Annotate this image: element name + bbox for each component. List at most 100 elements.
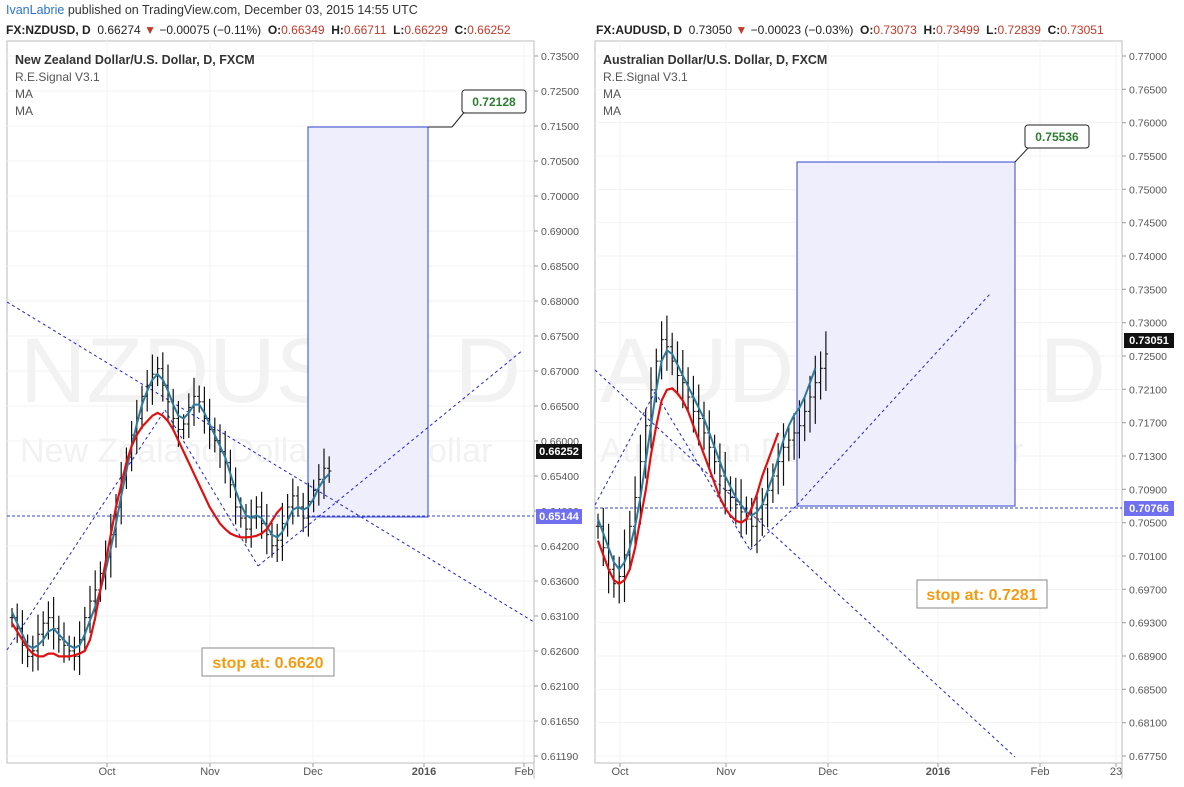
down-arrow-icon: ▼ bbox=[735, 23, 748, 37]
author-link[interactable]: IvanLabrie bbox=[6, 3, 65, 17]
current-price-tag bbox=[1124, 333, 1174, 348]
close-value: 0.66252 bbox=[467, 23, 511, 37]
indicator-label[interactable]: MA bbox=[603, 104, 621, 118]
stop-note[interactable] bbox=[916, 579, 1048, 609]
y-tick-label: 0.63100 bbox=[541, 611, 579, 623]
y-tick-label: 0.67000 bbox=[541, 366, 579, 378]
time-axis[interactable]: Oct Nov Dec 2016 Feb bbox=[98, 763, 533, 778]
target-callout[interactable] bbox=[1024, 124, 1090, 149]
stop-label: stop at: 0.7281 bbox=[926, 587, 1037, 604]
y-tick-label: 0.74500 bbox=[1129, 218, 1167, 230]
y-tick-label: 0.76500 bbox=[1129, 84, 1167, 96]
chart-title: New Zealand Dollar/U.S. Dollar, D, FXCM bbox=[15, 53, 255, 67]
x-tick-label: Oct bbox=[98, 766, 115, 778]
trendline[interactable] bbox=[6, 301, 535, 623]
y-tick-label: 0.72100 bbox=[1129, 384, 1167, 396]
y-tick-label: 0.75000 bbox=[1129, 184, 1167, 196]
entry-price-tag bbox=[536, 509, 582, 524]
y-tick-label: 0.68900 bbox=[1129, 651, 1167, 663]
y-tick-label: 0.77000 bbox=[1129, 51, 1167, 63]
target-box[interactable] bbox=[307, 126, 429, 518]
nzdusd-panel[interactable]: NZDUSD, D New Zealand Dollar/U.S. Dollar… bbox=[6, 40, 582, 779]
target-callout[interactable] bbox=[461, 89, 527, 114]
y-tick-label: 0.73000 bbox=[1129, 318, 1167, 330]
price-change: −0.00075 (−0.11%) bbox=[159, 23, 262, 37]
indicator-label[interactable]: R.E.Signal V3.1 bbox=[15, 70, 100, 84]
time-axis[interactable]: Oct Nov Dec 2016 Feb 23 bbox=[611, 763, 1122, 778]
x-tick-label: 23 bbox=[1110, 766, 1122, 778]
y-tick-label: 0.67750 bbox=[1129, 751, 1167, 763]
price-bars bbox=[595, 315, 829, 604]
indicator-label[interactable]: MA bbox=[15, 104, 33, 118]
y-tick-label: 0.76000 bbox=[1129, 118, 1167, 130]
y-tick-label: 0.69000 bbox=[541, 226, 579, 238]
price-change: −0.00023 (−0.03%) bbox=[750, 23, 854, 37]
y-tick-label: 0.62100 bbox=[541, 681, 579, 693]
trendline[interactable] bbox=[749, 504, 798, 551]
x-tick-label: Nov bbox=[716, 766, 736, 778]
low-value: 0.66229 bbox=[404, 23, 448, 37]
y-tick-label: 0.70900 bbox=[1129, 484, 1167, 496]
stop-label: stop at: 0.6620 bbox=[212, 655, 323, 672]
y-tick-label: 0.72500 bbox=[1129, 351, 1167, 363]
x-tick-label: Dec bbox=[818, 766, 838, 778]
high-value: 0.73499 bbox=[936, 23, 980, 37]
x-tick-label: 2016 bbox=[412, 766, 436, 778]
indicator-label[interactable]: R.E.Signal V3.1 bbox=[603, 70, 688, 84]
current-price-label: 0.73051 bbox=[1129, 335, 1169, 347]
y-tick-label: 0.62600 bbox=[541, 646, 579, 658]
y-tick-label: 0.64200 bbox=[541, 541, 579, 553]
y-tick-label: 0.75500 bbox=[1129, 151, 1167, 163]
trendline[interactable] bbox=[257, 349, 524, 567]
y-tick-label: 0.71700 bbox=[1129, 418, 1167, 430]
price-axis[interactable]: 0.73500 0.72500 0.71500 0.70500 0.70000 0.690… bbox=[534, 51, 579, 763]
trendline[interactable] bbox=[594, 369, 1016, 758]
y-tick-label: 0.72500 bbox=[541, 86, 579, 98]
y-tick-label: 0.67500 bbox=[541, 331, 579, 343]
symbol-label[interactable]: FX:NZDUSD, D bbox=[6, 23, 91, 37]
x-tick-label: Oct bbox=[611, 766, 628, 778]
current-price-tag bbox=[536, 444, 582, 459]
target-box[interactable] bbox=[796, 161, 1016, 507]
y-tick-label: 0.68000 bbox=[541, 296, 579, 308]
y-tick-label: 0.69300 bbox=[1129, 618, 1167, 630]
low-value: 0.72839 bbox=[997, 23, 1041, 37]
open-value: 0.73073 bbox=[873, 23, 917, 37]
ma-fast-line bbox=[11, 372, 330, 650]
symbol-label[interactable]: FX:AUDUSD, D bbox=[596, 23, 682, 37]
y-tick-label: 0.70500 bbox=[1129, 518, 1167, 530]
y-tick-label: 0.71300 bbox=[1129, 451, 1167, 463]
stop-note[interactable] bbox=[201, 647, 335, 677]
y-tick-label: 0.63600 bbox=[541, 576, 579, 588]
x-tick-label: Feb bbox=[1031, 766, 1050, 778]
y-tick-label: 0.68500 bbox=[1129, 684, 1167, 696]
entry-price-label: 0.70766 bbox=[1129, 503, 1169, 515]
x-tick-label: Dec bbox=[303, 766, 323, 778]
quote-line-right: FX:AUDUSD, D 0.73050 ▼ −0.00023 (−0.03%)… bbox=[596, 23, 1104, 37]
y-tick-label: 0.68100 bbox=[1129, 718, 1167, 730]
y-tick-label: 0.74000 bbox=[1129, 251, 1167, 263]
entry-price-tag bbox=[1124, 501, 1174, 516]
watermark-symbol: NZDUSD, D bbox=[20, 320, 521, 422]
y-tick-label: 0.66500 bbox=[541, 401, 579, 413]
chart-title: Australian Dollar/U.S. Dollar, D, FXCM bbox=[603, 53, 827, 67]
y-tick-label: 0.70100 bbox=[1129, 551, 1167, 563]
target-label: 0.72128 bbox=[472, 95, 516, 109]
target-leader bbox=[1014, 145, 1031, 163]
trendline[interactable] bbox=[164, 409, 259, 567]
publish-info: published on TradingView.com, December 0… bbox=[64, 3, 418, 17]
indicator-label[interactable]: MA bbox=[15, 87, 33, 101]
down-arrow-icon: ▼ bbox=[144, 23, 156, 37]
y-tick-label: 0.68500 bbox=[541, 261, 579, 273]
price-axis[interactable]: 0.77000 0.76500 0.76000 0.75500 0.75000 0.745… bbox=[1122, 51, 1167, 763]
entry-price-label: 0.65144 bbox=[539, 511, 580, 523]
trendline[interactable] bbox=[654, 391, 751, 551]
indicator-label[interactable]: MA bbox=[603, 87, 621, 101]
audusd-panel[interactable]: AUDUSD, D Australian Dollar/U.S. Dollar … bbox=[594, 40, 1174, 779]
y-tick-label: 0.69700 bbox=[1129, 584, 1167, 596]
open-value: 0.66349 bbox=[281, 23, 325, 37]
last-price: 0.66274 bbox=[97, 23, 141, 37]
ma-slow-line bbox=[11, 411, 284, 658]
target-label: 0.75536 bbox=[1035, 130, 1079, 144]
